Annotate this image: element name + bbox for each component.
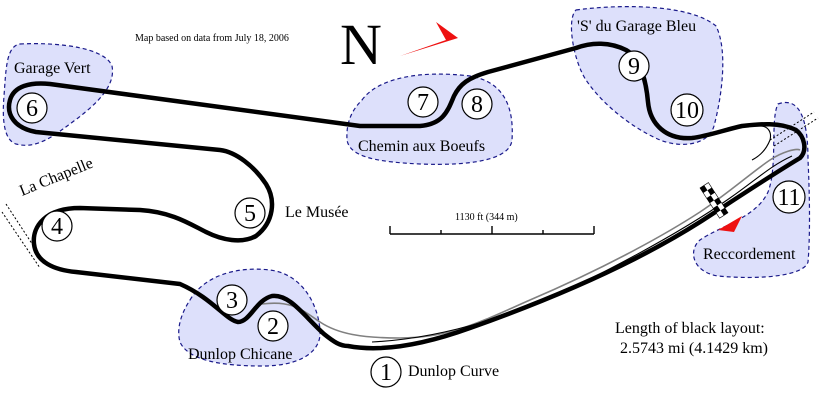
north-arrow-icon	[400, 22, 458, 56]
svg-text:10: 10	[675, 98, 699, 124]
corner-label-reccordement: Reccordement	[703, 246, 796, 263]
svg-text:4: 4	[51, 214, 63, 240]
turn-4: 4	[41, 210, 73, 242]
corner-label-chemin-aux-boeufs: Chemin aux Boeufs	[358, 138, 485, 155]
turn-11: 11	[772, 180, 806, 214]
turn-2: 2	[257, 310, 289, 342]
turn-7: 7	[407, 86, 439, 118]
start-finish-flag	[699, 182, 729, 219]
length-line-1: Length of black layout:	[615, 320, 765, 337]
turn-5: 5	[234, 197, 266, 229]
corner-label-garage-vert: Garage Vert	[14, 60, 91, 77]
turn-10: 10	[670, 93, 704, 127]
turn-1: 1	[370, 356, 402, 388]
corner-label-garage-bleu: 'S' du Garage Bleu	[577, 18, 696, 35]
pit-lane-inner	[751, 125, 772, 161]
scale-label: 1130 ft (344 m)	[455, 212, 518, 223]
svg-text:7: 7	[417, 90, 429, 116]
north-label: N	[340, 12, 382, 77]
svg-text:3: 3	[226, 288, 238, 314]
bridge-right	[769, 111, 819, 147]
svg-text:6: 6	[26, 96, 38, 122]
turn-6: 6	[16, 92, 48, 124]
svg-text:2: 2	[267, 314, 279, 340]
alt-track	[261, 148, 801, 339]
corner-label-dunlop-chicane: Dunlop Chicane	[188, 346, 292, 363]
scale-bar	[389, 226, 595, 235]
turn-8: 8	[461, 88, 493, 120]
corner-label-la-chapelle: La Chapelle	[17, 155, 95, 200]
direction-arrow-icon	[718, 216, 742, 232]
corner-label-le-musee: Le Musée	[285, 204, 349, 221]
svg-text:1: 1	[380, 360, 392, 386]
bridge-left	[1, 203, 45, 269]
length-line-2: 2.5743 mi (4.1429 km)	[620, 340, 768, 357]
svg-text:8: 8	[471, 92, 483, 118]
turn-3: 3	[216, 284, 248, 316]
svg-text:9: 9	[628, 54, 640, 80]
corner-label-dunlop-curve: Dunlop Curve	[408, 363, 499, 380]
zone-garage-vert	[2, 43, 114, 146]
svg-text:11: 11	[777, 185, 800, 211]
svg-text:5: 5	[244, 201, 256, 227]
race-track	[6, 41, 807, 351]
map-note: Map based on data from July 18, 2006	[135, 33, 289, 44]
zone-reccordement	[692, 101, 811, 279]
pit-lane	[371, 155, 793, 343]
turn-9: 9	[618, 50, 650, 82]
